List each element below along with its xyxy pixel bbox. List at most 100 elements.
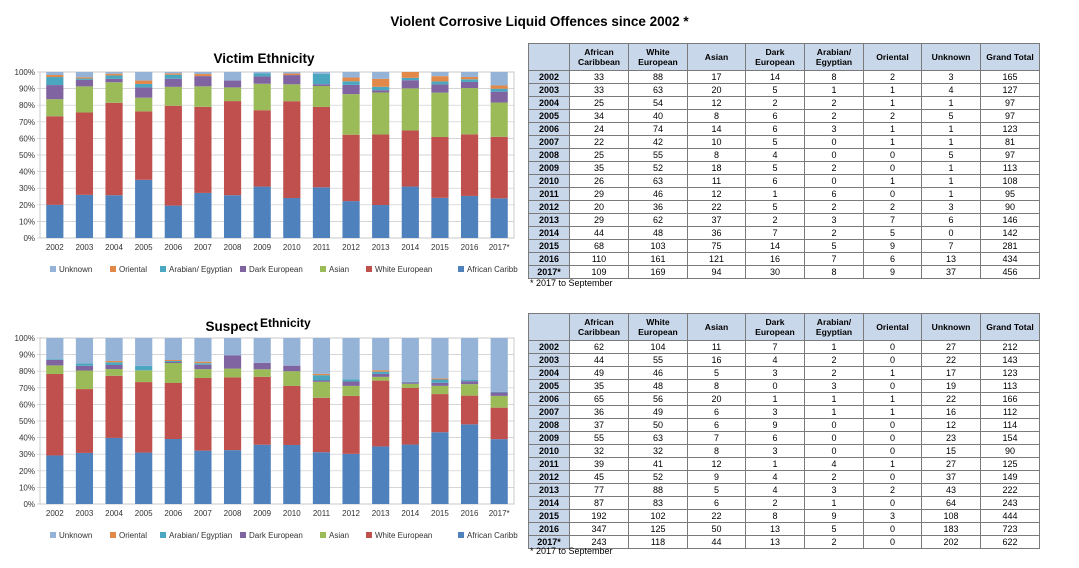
table-cell: 3: [804, 122, 864, 136]
bar-segment: [253, 83, 271, 111]
x-tick-label: 2011: [313, 509, 331, 518]
bar-segment: [194, 76, 212, 87]
bar-segment: [253, 73, 271, 77]
legend-swatch: [320, 532, 326, 538]
table-cell: 27: [921, 457, 981, 471]
table-cell: 0: [863, 470, 922, 484]
table-cell: 17: [687, 70, 746, 84]
table-cell: 9: [687, 470, 746, 484]
column-header: Asian: [687, 313, 746, 341]
legend-swatch: [240, 532, 246, 538]
table-cell: 2: [804, 535, 864, 549]
table-cell: 0: [921, 226, 981, 240]
y-tick-label: 0%: [23, 234, 35, 243]
bar-segment: [194, 361, 212, 364]
bar-segment: [46, 77, 64, 86]
table-cell: 1: [921, 135, 981, 149]
legend-label: Asian: [329, 531, 349, 540]
column-header: African Caribbean: [569, 313, 629, 341]
table-cell: 1: [804, 496, 864, 510]
bar-segment: [312, 85, 331, 107]
bar-segment: [46, 374, 64, 456]
bar-segment: [75, 78, 94, 80]
table-cell: 1: [921, 161, 981, 175]
bar-segment: [223, 87, 242, 102]
bar-segment: [283, 338, 301, 366]
table-cell: 44: [687, 535, 746, 549]
table-cell: 13: [745, 522, 805, 536]
table-cell: 5: [863, 226, 922, 240]
bar-segment: [194, 86, 212, 107]
bar-segment: [283, 365, 301, 372]
x-tick-label: 2009: [253, 243, 271, 252]
table-row: 2016 110 161 121 16 7 6 13 434: [528, 252, 1040, 266]
legend-label: Oriental: [119, 531, 147, 540]
bar-segment: [253, 110, 271, 187]
y-tick-label: 70%: [19, 118, 35, 127]
bar-segment: [194, 450, 212, 504]
table-cell: 62: [628, 213, 688, 227]
bar-segment: [372, 205, 390, 238]
table-cell: 112: [980, 405, 1040, 419]
bar-segment: [342, 385, 360, 396]
row-year: 2004: [528, 96, 570, 110]
bar-segment: [75, 338, 94, 364]
table-cell: 63: [628, 174, 688, 188]
bar-segment: [312, 373, 331, 376]
victim-ethnicity-table: African Caribbean White European Asian Dark…: [528, 43, 1040, 279]
table-cell: 7: [745, 340, 805, 354]
bar-segment: [312, 380, 331, 382]
bar-segment: [253, 186, 271, 238]
bar-segment: [135, 87, 153, 98]
table-cell: 0: [863, 379, 922, 393]
bar-segment: [342, 381, 360, 386]
bar-segment: [253, 76, 271, 84]
bar-segment: [431, 197, 449, 238]
table-cell: 7: [863, 213, 922, 227]
table-cell: 24: [569, 122, 629, 136]
table-cell: 52: [628, 470, 688, 484]
y-tick-label: 0%: [23, 500, 35, 509]
row-year: 2006: [528, 392, 570, 406]
table-cell: 17: [921, 366, 981, 380]
table-row: 2005 34 40 8 6 2 2 5 97: [528, 109, 1040, 123]
table-cell: 8: [687, 109, 746, 123]
bar-segment: [372, 446, 390, 504]
bar-segment: [46, 204, 64, 238]
legend-swatch: [240, 266, 246, 272]
table-cell: 8: [687, 148, 746, 162]
bar-segment: [253, 338, 271, 363]
bar-segment: [342, 81, 360, 85]
y-tick-label: 70%: [19, 384, 35, 393]
table-cell: 0: [804, 431, 864, 445]
table-row: 2006 24 74 14 6 3 1 1 123: [528, 122, 1040, 136]
bar-segment: [372, 92, 390, 135]
bar-segment: [342, 134, 360, 202]
table-cell: 25: [569, 148, 629, 162]
bar-segment: [342, 84, 360, 95]
table-cell: 169: [628, 265, 688, 279]
legend-label: Asian: [329, 265, 349, 274]
chart-title-part: Suspect: [205, 319, 258, 334]
table-cell: 22: [921, 392, 981, 406]
table-cell: 46: [628, 366, 688, 380]
x-tick-label: 2009: [253, 509, 271, 518]
bar-segment: [135, 83, 153, 88]
table-cell: 0: [863, 496, 922, 510]
table-cell: 108: [921, 509, 981, 523]
table-cell: 35: [569, 379, 629, 393]
bar-segment: [164, 86, 182, 106]
row-year: 2011: [528, 457, 570, 471]
table-cell: 0: [863, 187, 922, 201]
row-year: 2015: [528, 239, 570, 253]
bar-segment: [164, 72, 182, 74]
table-cell: 8: [745, 509, 805, 523]
legend-label: African Caribbean: [467, 265, 518, 274]
table-cell: 12: [921, 418, 981, 432]
bar-segment: [105, 437, 123, 504]
bar-segment: [490, 392, 508, 396]
table-cell: 20: [569, 200, 629, 214]
x-tick-label: 2003: [76, 243, 94, 252]
table-cell: 114: [980, 418, 1040, 432]
table-cell: 22: [687, 200, 746, 214]
